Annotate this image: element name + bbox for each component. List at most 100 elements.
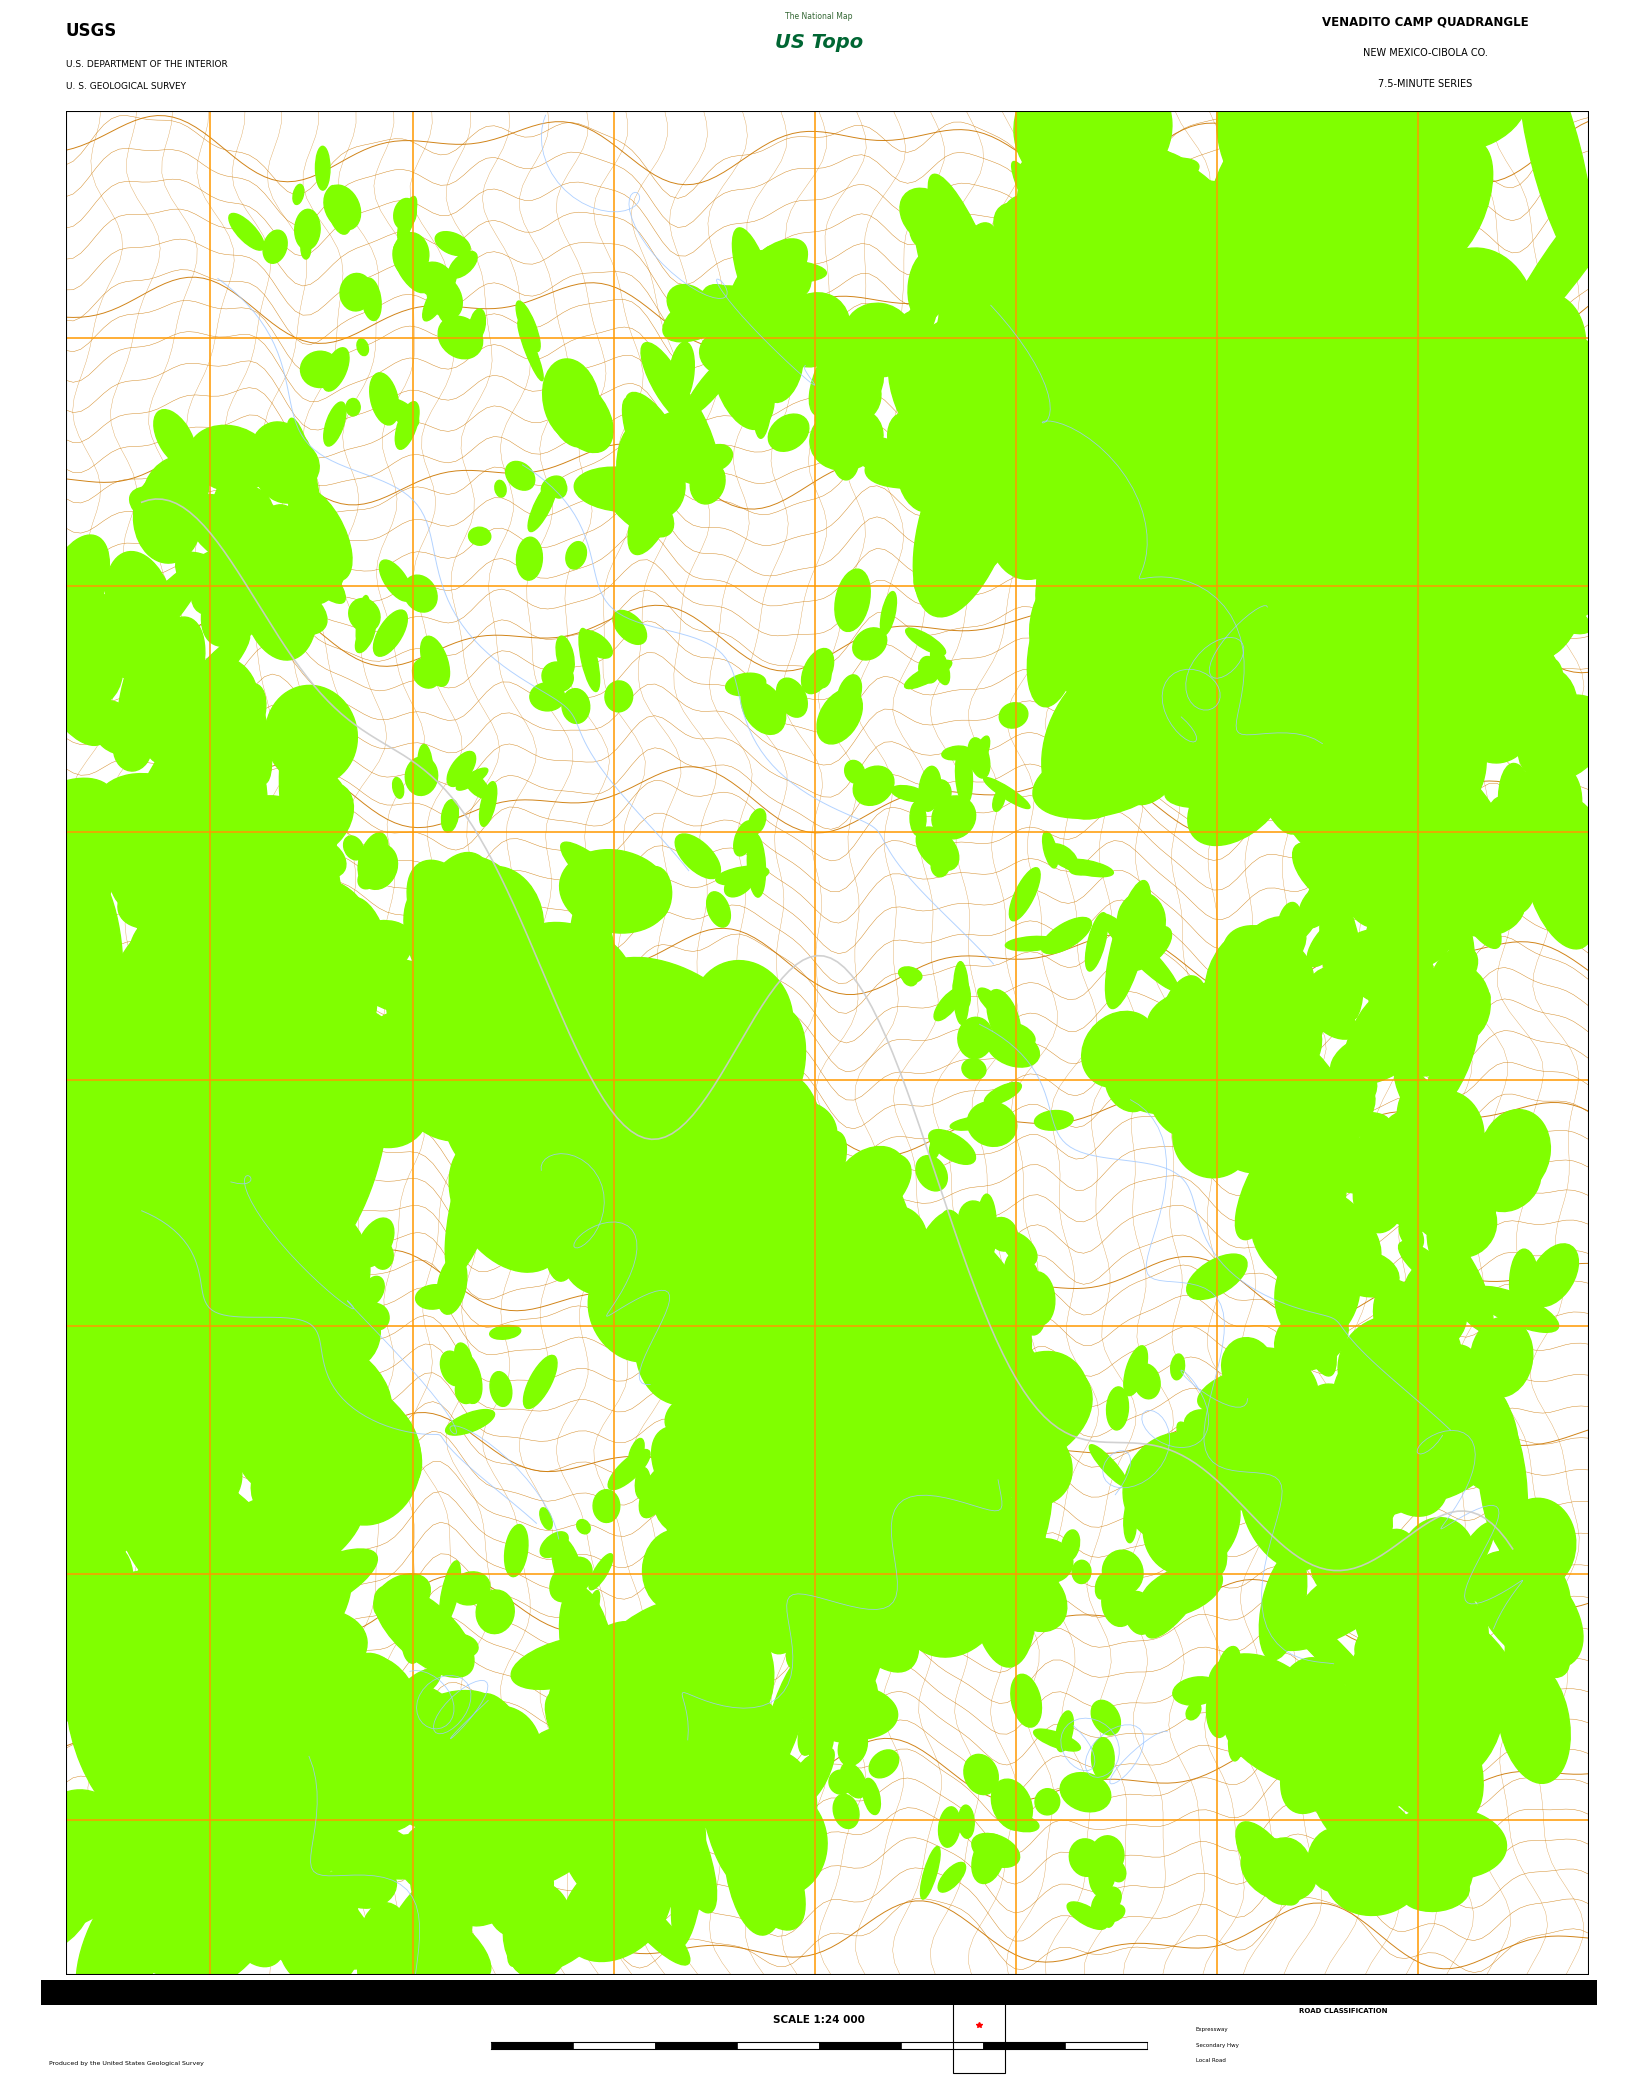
Ellipse shape (830, 1553, 912, 1643)
Ellipse shape (310, 1741, 357, 1810)
Ellipse shape (950, 1117, 996, 1130)
Ellipse shape (1287, 591, 1355, 720)
Ellipse shape (301, 238, 311, 259)
Ellipse shape (1287, 413, 1358, 576)
Ellipse shape (503, 1881, 573, 1979)
Ellipse shape (527, 480, 557, 532)
Ellipse shape (1261, 1144, 1305, 1242)
Ellipse shape (288, 764, 349, 833)
Ellipse shape (508, 1873, 554, 1967)
Ellipse shape (826, 1460, 909, 1572)
Ellipse shape (149, 1831, 283, 1990)
Ellipse shape (1361, 626, 1420, 716)
Ellipse shape (921, 1449, 1012, 1558)
Ellipse shape (680, 975, 753, 1065)
Ellipse shape (298, 1760, 382, 1875)
Ellipse shape (362, 1276, 385, 1305)
Ellipse shape (1076, 213, 1170, 311)
Ellipse shape (1274, 244, 1333, 315)
Ellipse shape (505, 1524, 527, 1576)
Ellipse shape (118, 858, 216, 929)
Ellipse shape (899, 1409, 968, 1553)
Ellipse shape (136, 1307, 223, 1426)
Ellipse shape (832, 434, 860, 480)
Ellipse shape (1289, 547, 1407, 664)
Ellipse shape (103, 906, 239, 1086)
Ellipse shape (970, 1516, 1037, 1666)
Ellipse shape (231, 1372, 382, 1531)
Ellipse shape (120, 1489, 172, 1572)
Ellipse shape (359, 1011, 450, 1121)
Text: Local Road: Local Road (1196, 2059, 1225, 2063)
Ellipse shape (809, 1729, 834, 1762)
Ellipse shape (1445, 877, 1525, 935)
Ellipse shape (978, 1516, 1047, 1597)
Ellipse shape (973, 737, 989, 770)
Ellipse shape (301, 1754, 383, 1814)
Ellipse shape (898, 1211, 968, 1376)
Ellipse shape (1409, 1752, 1455, 1814)
Ellipse shape (560, 841, 652, 923)
Ellipse shape (1011, 1675, 1042, 1727)
Ellipse shape (316, 146, 329, 190)
Ellipse shape (306, 1011, 431, 1148)
Ellipse shape (215, 802, 342, 958)
Ellipse shape (1030, 572, 1088, 670)
Ellipse shape (937, 1357, 1093, 1474)
Ellipse shape (0, 1123, 59, 1272)
Ellipse shape (0, 1270, 136, 1401)
Ellipse shape (814, 1309, 850, 1395)
Ellipse shape (1319, 1395, 1371, 1460)
Ellipse shape (1142, 251, 1283, 497)
Ellipse shape (1247, 430, 1361, 580)
Ellipse shape (968, 737, 989, 779)
Ellipse shape (948, 274, 976, 307)
Ellipse shape (1400, 677, 1486, 806)
Ellipse shape (1404, 1090, 1484, 1186)
Ellipse shape (1312, 827, 1402, 875)
Ellipse shape (447, 752, 475, 787)
Ellipse shape (1042, 917, 1091, 954)
Ellipse shape (84, 1704, 170, 1779)
Bar (1065, 2042, 1147, 2048)
Ellipse shape (1446, 1522, 1494, 1595)
Ellipse shape (1014, 315, 1058, 436)
Ellipse shape (1412, 687, 1453, 733)
Ellipse shape (639, 1716, 703, 1796)
Ellipse shape (652, 1161, 731, 1261)
Ellipse shape (0, 1796, 77, 1854)
Ellipse shape (1346, 818, 1374, 881)
Ellipse shape (452, 1351, 482, 1403)
Ellipse shape (1248, 240, 1320, 324)
Ellipse shape (1486, 434, 1587, 549)
Ellipse shape (197, 1512, 251, 1604)
Ellipse shape (804, 1270, 912, 1384)
Ellipse shape (223, 1579, 282, 1695)
Ellipse shape (1240, 1073, 1322, 1167)
Ellipse shape (264, 1848, 329, 1927)
Ellipse shape (21, 1503, 118, 1551)
Ellipse shape (1142, 1443, 1170, 1476)
Ellipse shape (1060, 493, 1227, 585)
Ellipse shape (1040, 564, 1066, 585)
Ellipse shape (1391, 1652, 1471, 1766)
Ellipse shape (1271, 480, 1440, 616)
Ellipse shape (1004, 1253, 1029, 1315)
Ellipse shape (387, 399, 419, 426)
Ellipse shape (1029, 340, 1101, 413)
Ellipse shape (1274, 1430, 1355, 1543)
Ellipse shape (246, 1654, 316, 1846)
Ellipse shape (812, 365, 845, 409)
Ellipse shape (182, 940, 272, 1069)
Ellipse shape (477, 1057, 593, 1199)
Ellipse shape (349, 1403, 383, 1441)
Ellipse shape (74, 1196, 188, 1307)
Ellipse shape (622, 1088, 703, 1180)
Ellipse shape (1382, 990, 1491, 1069)
Ellipse shape (999, 242, 1029, 286)
Ellipse shape (763, 1286, 878, 1359)
Ellipse shape (321, 1685, 382, 1762)
Ellipse shape (636, 1468, 650, 1499)
Ellipse shape (1489, 520, 1566, 668)
Ellipse shape (249, 1837, 301, 1915)
